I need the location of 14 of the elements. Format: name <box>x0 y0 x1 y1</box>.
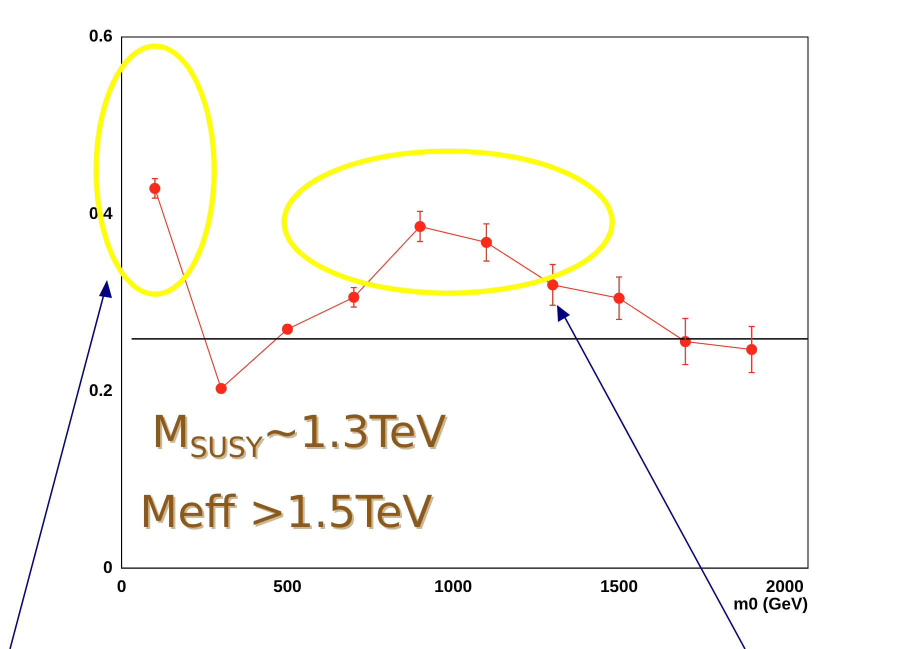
point <box>746 344 758 356</box>
point <box>614 292 624 304</box>
y-tick-label: 0 <box>103 558 113 577</box>
x-axis-title: m0 (GeV) <box>733 594 808 614</box>
y-tick-label: 0.2 <box>88 380 113 400</box>
point <box>414 220 426 232</box>
x-tick-label: 1000 <box>434 577 472 596</box>
x-tick-label: 500 <box>273 577 302 596</box>
annotation: Meff >1.5TeV <box>142 489 434 540</box>
y-tick-label: 0.6 <box>88 26 113 46</box>
x-tick-label: 1500 <box>600 577 638 596</box>
x-tick-label: 2000 <box>766 577 804 596</box>
point <box>216 382 227 394</box>
x-tick-label: 0 <box>116 577 126 596</box>
